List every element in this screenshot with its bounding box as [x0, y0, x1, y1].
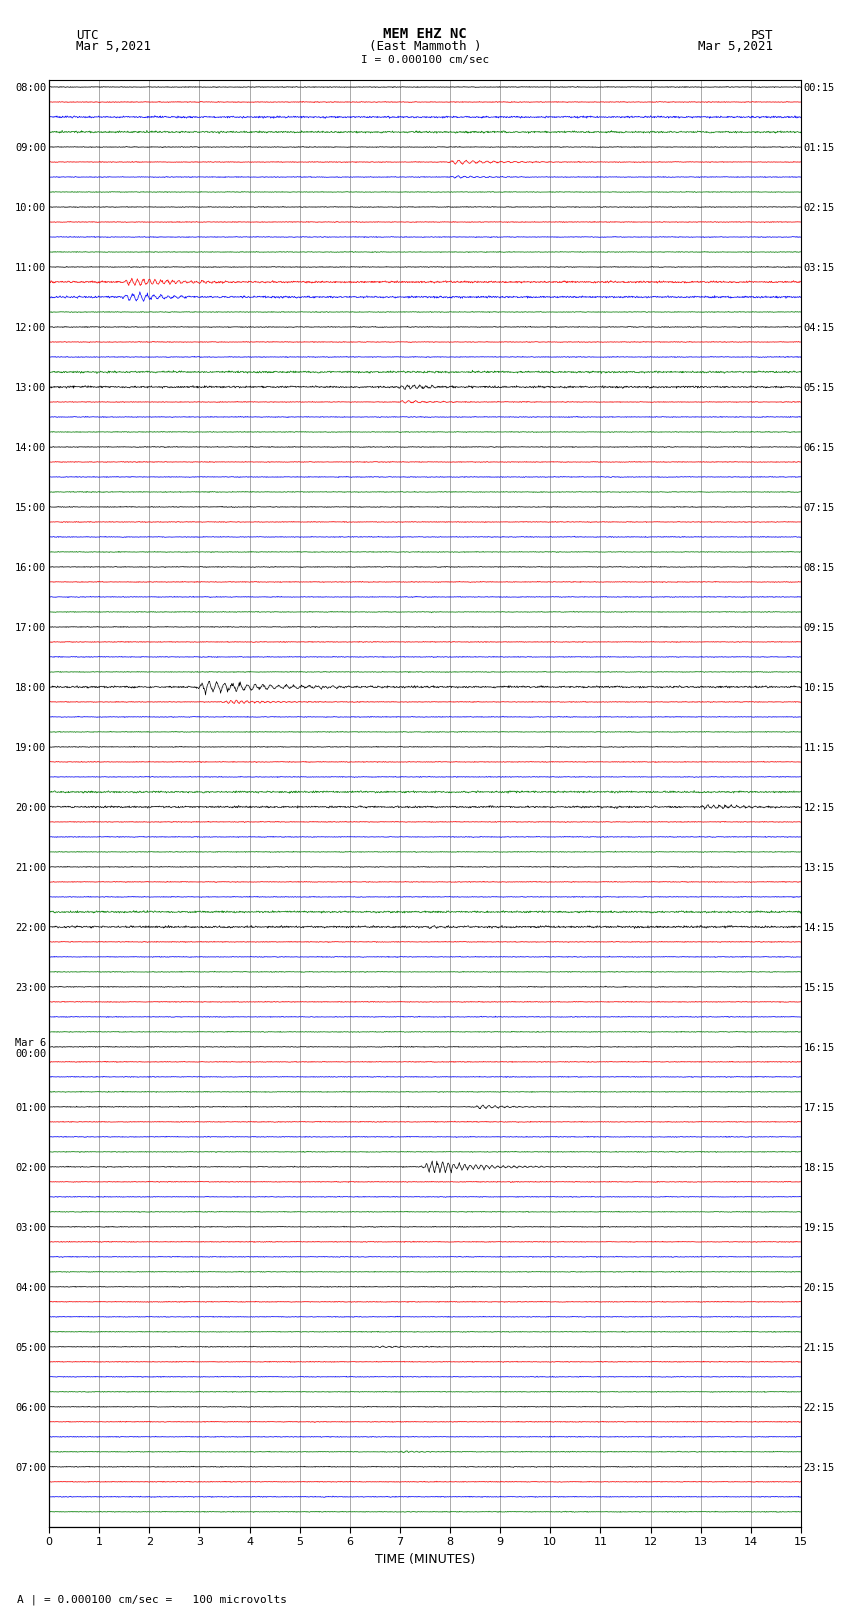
Text: A | = 0.000100 cm/sec =   100 microvolts: A | = 0.000100 cm/sec = 100 microvolts [17, 1594, 287, 1605]
Text: (East Mammoth ): (East Mammoth ) [369, 40, 481, 53]
Text: MEM EHZ NC: MEM EHZ NC [383, 27, 467, 40]
Text: I = 0.000100 cm/sec: I = 0.000100 cm/sec [361, 55, 489, 65]
Text: Mar 5,2021: Mar 5,2021 [699, 40, 774, 53]
Text: PST: PST [751, 29, 774, 42]
X-axis label: TIME (MINUTES): TIME (MINUTES) [375, 1553, 475, 1566]
Text: UTC: UTC [76, 29, 99, 42]
Text: Mar 5,2021: Mar 5,2021 [76, 40, 151, 53]
